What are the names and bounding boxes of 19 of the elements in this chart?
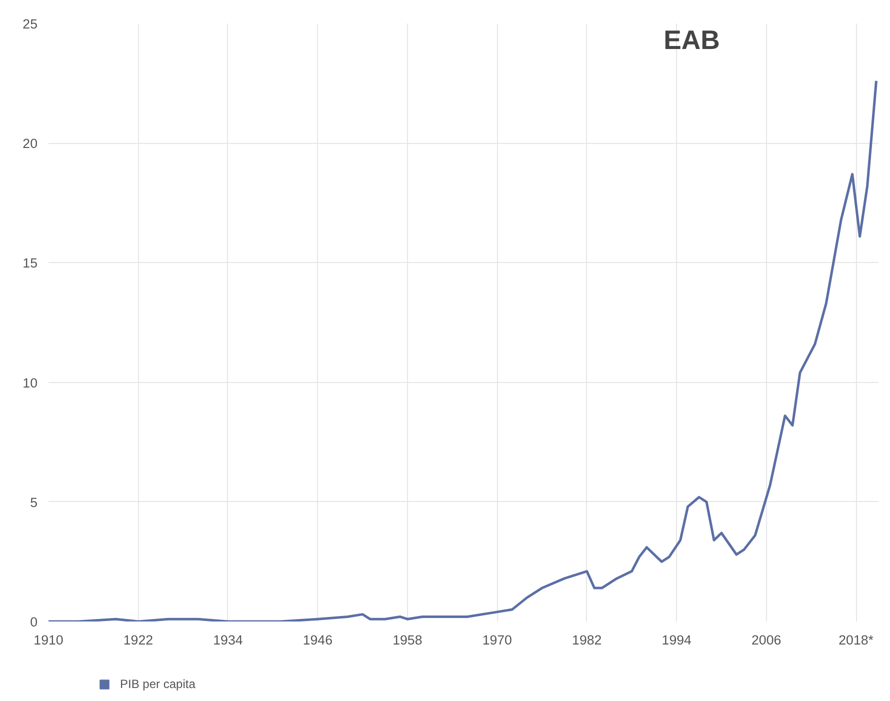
x-tick-label: 1994 bbox=[662, 632, 692, 648]
x-tick-label: 1970 bbox=[482, 632, 512, 648]
x-tick-label: 2006 bbox=[752, 632, 782, 648]
y-tick-label: 20 bbox=[22, 136, 38, 152]
x-tick-label: 2018* bbox=[838, 632, 874, 648]
legend-label: PIB per capita bbox=[120, 677, 196, 691]
x-tick-label: 1946 bbox=[302, 632, 333, 648]
x-tick-label: 1958 bbox=[392, 632, 422, 648]
y-tick-label: 0 bbox=[30, 614, 38, 630]
x-tick-label: 1910 bbox=[34, 632, 64, 648]
x-tick-label: 1934 bbox=[213, 632, 244, 648]
y-tick-label: 5 bbox=[30, 494, 38, 510]
x-tick-label: 1922 bbox=[123, 632, 154, 648]
y-tick-label: 10 bbox=[22, 375, 38, 390]
line-series bbox=[48, 80, 878, 622]
x-tick-label: 1982 bbox=[572, 632, 602, 648]
annotation: EAB bbox=[664, 25, 720, 56]
y-tick-label: 15 bbox=[22, 256, 38, 271]
y-tick-label: 25 bbox=[22, 16, 38, 32]
